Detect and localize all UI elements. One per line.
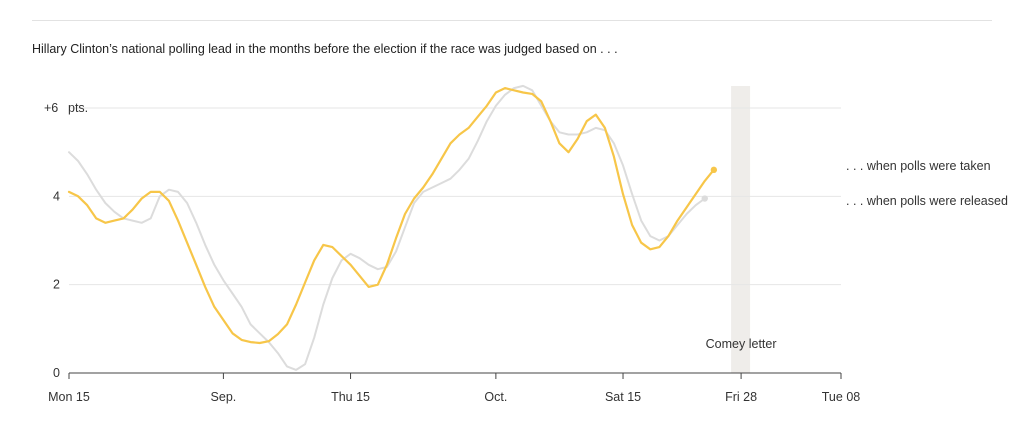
y-tick-label: 2 xyxy=(53,278,60,292)
series-line-polls-taken xyxy=(67,87,715,345)
y-tick-label: 0 xyxy=(53,366,60,380)
x-tick-label: Thu 15 xyxy=(331,390,370,404)
comey-letter-band xyxy=(731,86,751,373)
top-divider xyxy=(32,20,992,21)
x-tick-label: Oct. xyxy=(484,390,507,404)
comey-letter-label: Comey letter xyxy=(706,337,777,351)
y-tick-label: +6 xyxy=(44,101,58,115)
series-layer xyxy=(67,84,718,371)
annotation-layer: Comey letter xyxy=(706,337,777,351)
x-tick-label: Sep. xyxy=(211,390,237,404)
legend-label-polls-released: . . . when polls were released xyxy=(846,194,1008,208)
chart-title: Hillary Clinton’s national polling lead … xyxy=(32,42,618,56)
series-line-polls-released xyxy=(68,84,706,371)
annotation-band-layer xyxy=(731,86,751,373)
x-tick-label: Mon 15 xyxy=(48,390,90,404)
x-tick-label: Sat 15 xyxy=(605,390,641,404)
x-tick-label: Fri 28 xyxy=(725,390,757,404)
series-end-point-polls-released xyxy=(701,195,708,202)
gridlines xyxy=(69,107,841,286)
legend: . . . when polls were taken . . . when po… xyxy=(846,159,1008,208)
y-unit-label: pts. xyxy=(68,101,88,115)
x-tick-label: Tue 08 xyxy=(822,390,861,404)
series-end-point-polls-taken xyxy=(710,166,718,174)
y-tick-label: 4 xyxy=(53,189,60,203)
legend-label-polls-taken: . . . when polls were taken xyxy=(846,159,991,173)
y-axis-labels: +6 pts. 4 2 0 xyxy=(44,101,88,380)
x-axis: Mon 15 Sep. Thu 15 Oct. Sat 15 Fri 28 Tue 08 xyxy=(48,372,861,404)
